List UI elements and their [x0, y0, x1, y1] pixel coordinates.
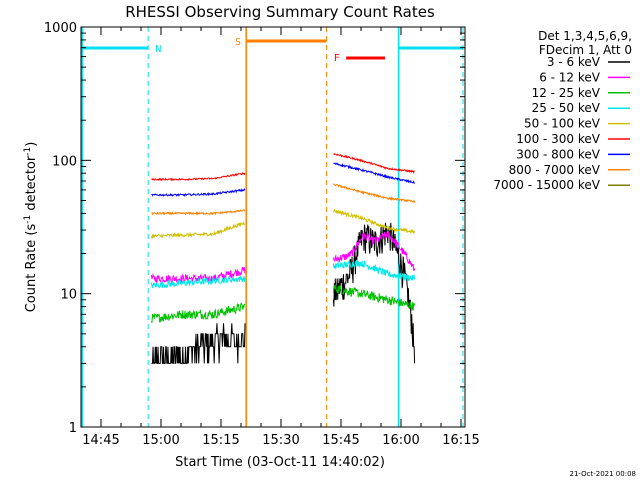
flag-layer: N S F	[81, 27, 464, 427]
series-line-seg1	[150, 266, 246, 284]
series-line-seg2	[332, 284, 416, 311]
series-12-25-kev	[150, 284, 416, 324]
series-line-seg2	[333, 153, 415, 174]
series-line-seg1	[151, 209, 246, 216]
legend-header-line: FDecim 1, Att 0	[539, 43, 632, 57]
series-line-seg2	[332, 222, 416, 364]
series-line-seg2	[332, 259, 416, 282]
legend-label: 300 - 800 keV	[516, 147, 600, 161]
series-line-seg2	[332, 230, 416, 271]
night-label: N	[155, 44, 161, 55]
legend: Det 1,3,4,5,6,9,FDecim 1, Att 03 - 6 keV…	[493, 29, 632, 192]
x-tick-label: 16:00	[382, 433, 419, 448]
series-3-6-kev	[151, 222, 416, 364]
series-layer	[150, 153, 416, 364]
series-line-seg1	[150, 220, 246, 240]
y-tick-label: 10	[60, 288, 77, 303]
x-axis-label: Start Time (03-Oct-11 14:40:02)	[175, 455, 385, 470]
series-6-12-kev	[150, 230, 416, 284]
chart-title: RHESSI Observing Summary Count Rates	[125, 3, 435, 21]
series-800-7000-kev	[151, 183, 416, 216]
x-tick-label: 15:00	[142, 433, 179, 448]
x-tick-label: 14:45	[82, 433, 119, 448]
footer-date: 21-Oct-2021 00:08	[570, 470, 636, 478]
series-300-800-kev	[151, 162, 415, 197]
series-line-seg2	[333, 208, 416, 235]
y-axis-label-sup2: -1	[23, 147, 33, 156]
x-tick-label: 16:15	[442, 433, 479, 448]
y-tick-label: 1000	[44, 21, 77, 36]
legend-label: 6 - 12 keV	[539, 70, 601, 84]
x-tick-label: 15:15	[202, 433, 239, 448]
series-100-300-kev	[151, 153, 415, 182]
saa-label: S	[235, 37, 241, 48]
series-25-50-kev	[150, 259, 416, 289]
y-axis-label-main: Count Rate (s	[24, 224, 39, 313]
y-axis-label-end: )	[24, 142, 39, 147]
series-50-100-kev	[150, 208, 416, 240]
y-axis-label-mid: detector	[24, 155, 39, 215]
legend-label: 3 - 6 keV	[547, 55, 601, 69]
plot-frame	[80, 26, 466, 428]
legend-label: 12 - 25 keV	[532, 86, 601, 100]
series-line-seg2	[333, 162, 415, 185]
legend-label: 50 - 100 keV	[524, 117, 601, 131]
legend-header-line: Det 1,3,4,5,6,9,	[538, 29, 632, 43]
legend-label: 25 - 50 keV	[532, 101, 601, 115]
x-tick-label: 15:30	[262, 433, 299, 448]
flare-label: F	[334, 53, 340, 64]
legend-label: 100 - 300 keV	[516, 132, 600, 146]
x-tick-label: 15:45	[322, 433, 359, 448]
legend-label: 800 - 7000 keV	[509, 163, 601, 177]
series-line-seg1	[151, 172, 246, 182]
series-line-seg1	[151, 188, 246, 197]
series-line-seg1	[150, 301, 246, 324]
series-line-seg2	[333, 183, 416, 204]
y-axis-label-sup1: -1	[23, 215, 33, 224]
series-line-seg1	[151, 323, 246, 364]
y-tick-label: 1	[69, 421, 77, 436]
tick-layer: 14:45 15:00 15:15 15:30 15:45 16:00 16:15 1 10 10…	[44, 21, 480, 448]
y-tick-label: 100	[52, 154, 77, 169]
series-line-seg1	[150, 274, 246, 289]
legend-label: 7000 - 15000 keV	[493, 178, 600, 192]
y-axis-label: Count Rate (s-1 detector-1)	[23, 142, 39, 313]
